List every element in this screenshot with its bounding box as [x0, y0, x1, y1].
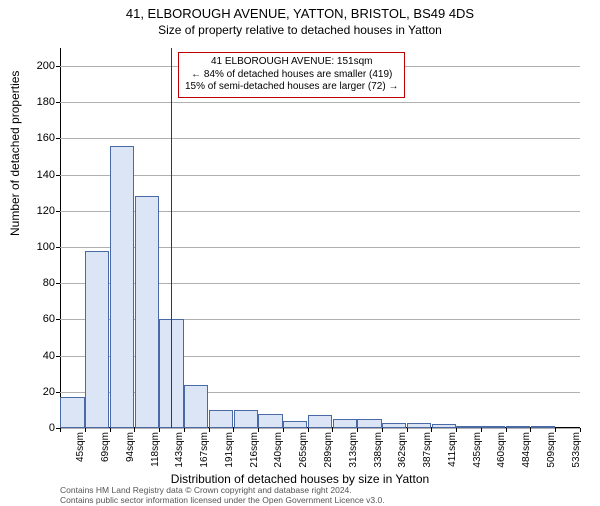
- y-tick-mark: [56, 102, 60, 103]
- grid-line: [60, 428, 580, 429]
- histogram-bar: [456, 426, 480, 428]
- grid-line: [60, 138, 580, 139]
- y-tick-mark: [56, 211, 60, 212]
- y-tick-label: 200: [15, 60, 55, 72]
- x-tick-mark: [555, 428, 556, 432]
- x-tick-mark: [382, 428, 383, 432]
- x-tick-mark: [60, 428, 61, 432]
- y-tick-label: 20: [15, 386, 55, 398]
- annotation-line: ← 84% of detached houses are smaller (41…: [185, 69, 398, 82]
- attribution-text: Contains HM Land Registry data © Crown c…: [60, 486, 385, 505]
- y-tick-label: 160: [15, 132, 55, 144]
- y-tick-mark: [56, 247, 60, 248]
- y-tick-label: 140: [15, 169, 55, 181]
- y-tick-label: 60: [15, 313, 55, 325]
- x-axis-label: Distribution of detached houses by size …: [0, 472, 600, 486]
- reference-line: [171, 48, 172, 428]
- histogram-bar: [481, 426, 505, 428]
- x-tick-mark: [134, 428, 135, 432]
- histogram-bar: [135, 196, 159, 428]
- y-tick-label: 40: [15, 350, 55, 362]
- y-tick-mark: [56, 283, 60, 284]
- histogram-bar: [110, 146, 134, 428]
- x-tick-mark: [481, 428, 482, 432]
- x-tick-mark: [283, 428, 284, 432]
- x-tick-mark: [209, 428, 210, 432]
- y-tick-label: 80: [15, 277, 55, 289]
- histogram-bar: [85, 251, 109, 428]
- x-tick-mark: [332, 428, 333, 432]
- histogram-bar: [209, 410, 233, 428]
- y-tick-mark: [56, 138, 60, 139]
- x-tick-mark: [233, 428, 234, 432]
- histogram-bar: [382, 423, 406, 428]
- x-tick-mark: [407, 428, 408, 432]
- y-tick-label: 0: [15, 422, 55, 434]
- histogram-bar: [308, 415, 332, 428]
- y-tick-mark: [56, 66, 60, 67]
- x-tick-mark: [110, 428, 111, 432]
- histogram-bar: [407, 423, 431, 428]
- x-tick-mark: [456, 428, 457, 432]
- chart-plot-area: 02040608010012014016018020045sqm69sqm94s…: [60, 48, 580, 428]
- x-tick-mark: [431, 428, 432, 432]
- y-axis-line: [60, 48, 61, 428]
- y-tick-mark: [56, 175, 60, 176]
- histogram-bar: [184, 385, 208, 428]
- histogram-bar: [531, 426, 555, 428]
- x-tick-mark: [258, 428, 259, 432]
- annotation-line: 15% of semi-detached houses are larger (…: [185, 81, 398, 94]
- grid-line: [60, 102, 580, 103]
- x-tick-mark: [506, 428, 507, 432]
- x-tick-mark: [357, 428, 358, 432]
- histogram-bar: [258, 414, 282, 428]
- chart-title: 41, ELBOROUGH AVENUE, YATTON, BRISTOL, B…: [0, 6, 600, 21]
- histogram-bar: [432, 424, 456, 428]
- histogram-bar: [333, 419, 357, 428]
- y-tick-label: 100: [15, 241, 55, 253]
- y-tick-label: 120: [15, 205, 55, 217]
- x-tick-mark: [580, 428, 581, 432]
- histogram-bar: [506, 426, 530, 428]
- x-tick-mark: [530, 428, 531, 432]
- y-tick-mark: [56, 319, 60, 320]
- histogram-bar: [357, 419, 381, 428]
- histogram-bar: [60, 397, 84, 428]
- histogram-bar: [283, 421, 307, 428]
- attribution-line-2: Contains public sector information licen…: [60, 496, 385, 505]
- annotation-box: 41 ELBOROUGH AVENUE: 151sqm← 84% of deta…: [178, 52, 405, 98]
- y-tick-label: 180: [15, 96, 55, 108]
- x-tick-mark: [308, 428, 309, 432]
- histogram-bar: [234, 410, 258, 428]
- grid-line: [60, 175, 580, 176]
- annotation-line: 41 ELBOROUGH AVENUE: 151sqm: [185, 56, 398, 69]
- y-tick-mark: [56, 356, 60, 357]
- x-tick-mark: [159, 428, 160, 432]
- x-tick-mark: [184, 428, 185, 432]
- chart-subtitle: Size of property relative to detached ho…: [0, 23, 600, 37]
- y-tick-mark: [56, 392, 60, 393]
- x-tick-mark: [85, 428, 86, 432]
